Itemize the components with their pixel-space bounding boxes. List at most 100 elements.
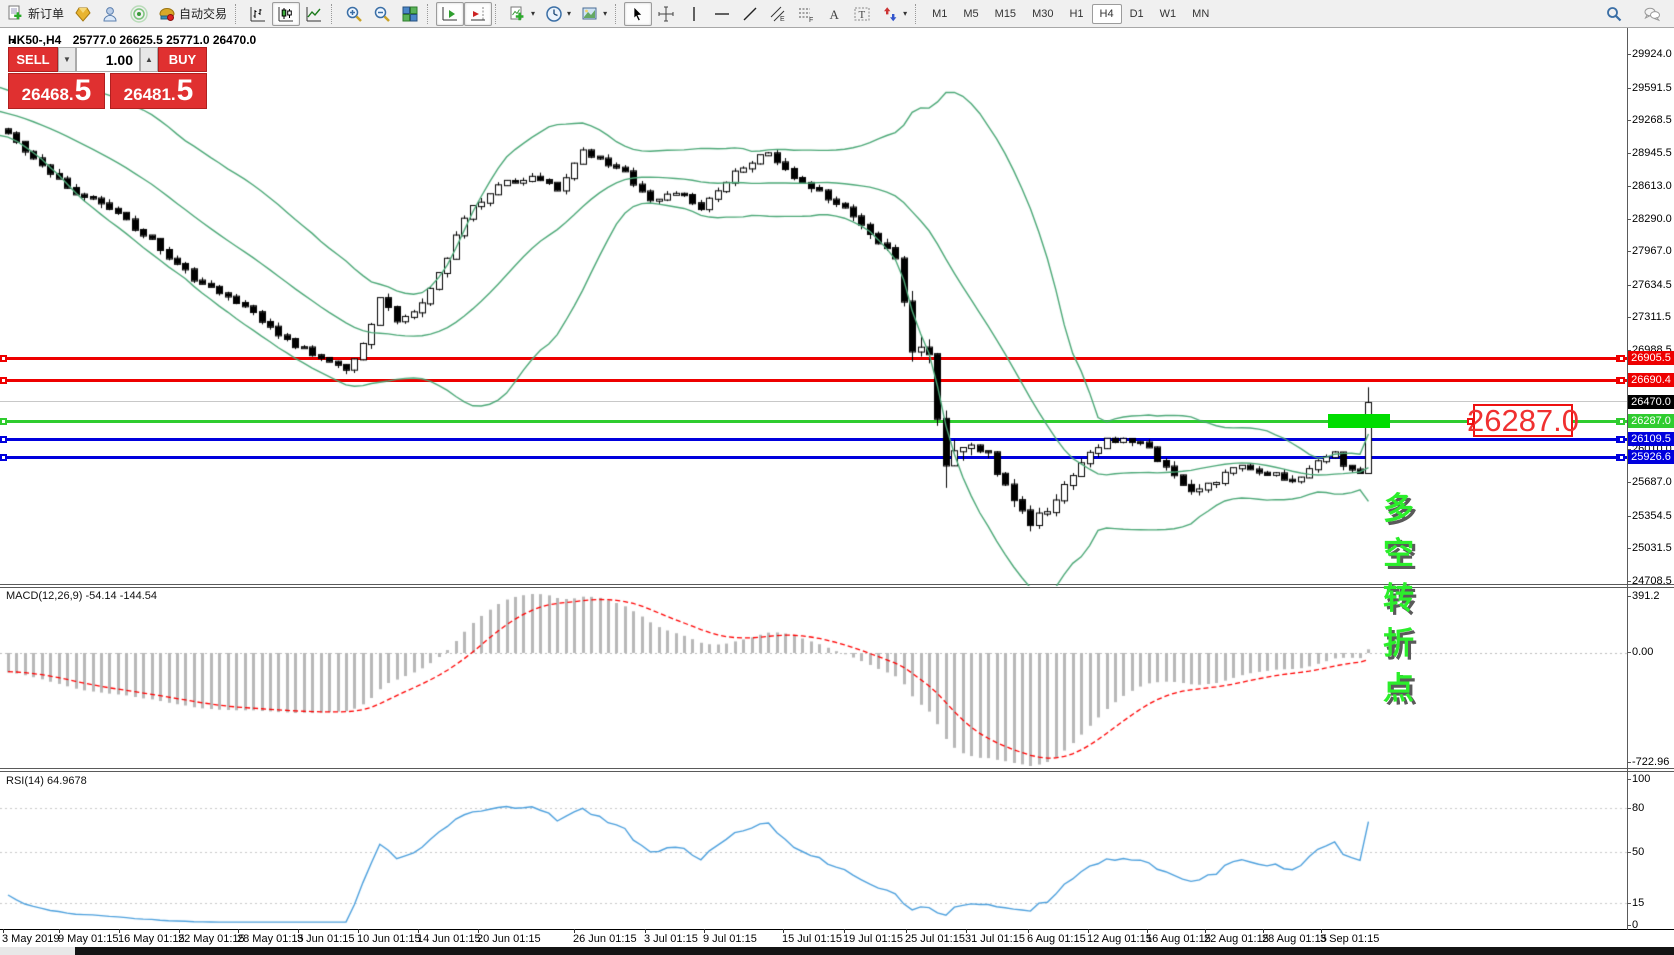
timeframe-button-d1[interactable]: D1 xyxy=(1129,7,1144,20)
timeframe-button-h4[interactable]: H4 xyxy=(1091,3,1122,24)
fibo-button[interactable]: F xyxy=(792,2,820,26)
price-axis-tick[interactable]: 25031.5 xyxy=(1632,542,1672,554)
search-button[interactable] xyxy=(1600,2,1628,26)
time-axis-label[interactable]: 9 Jul 01:15 xyxy=(703,933,757,945)
price-axis-tick[interactable]: 28613.0 xyxy=(1632,180,1672,192)
zoom-out-button[interactable] xyxy=(368,2,396,26)
indicator-axis-tick[interactable]: 0 xyxy=(1632,919,1639,931)
dropdown-caret-icon[interactable]: ▾ xyxy=(603,9,608,18)
time-axis-label[interactable]: 3 Jun 01:15 xyxy=(297,933,355,945)
indicator-axis-tick[interactable]: 391.2 xyxy=(1632,590,1660,602)
sell-button[interactable]: SELL xyxy=(8,47,58,72)
time-axis-label[interactable]: 6 Aug 01:15 xyxy=(1027,933,1086,945)
callout-anchor-handle[interactable] xyxy=(1467,418,1474,425)
indicator-axis-tick[interactable]: 15 xyxy=(1632,897,1645,909)
scroll-to-end-button[interactable] xyxy=(436,1,465,26)
dropdown-caret-icon[interactable]: ▾ xyxy=(903,9,908,18)
timeframe-button-m30[interactable]: M30 xyxy=(1032,7,1054,20)
highlight-rectangle[interactable] xyxy=(1328,414,1390,428)
dropdown-caret-icon[interactable]: ▾ xyxy=(567,9,572,18)
time-axis-label[interactable]: 10 Jun 01:15 xyxy=(357,933,421,945)
time-axis-label[interactable]: 15 Jul 01:15 xyxy=(782,933,842,945)
collapse-panel-icon[interactable]: ▲ xyxy=(10,36,18,45)
time-axis-label[interactable]: 19 Jul 01:15 xyxy=(843,933,903,945)
text-a-button[interactable]: A xyxy=(820,2,848,26)
timeframe-button-h1[interactable]: H1 xyxy=(1069,7,1084,20)
price-axis-tick[interactable]: 27311.5 xyxy=(1632,311,1671,323)
timeframe-button-m1[interactable]: M1 xyxy=(932,7,948,20)
price-axis-tick[interactable]: 27634.5 xyxy=(1632,279,1672,291)
timeframe-button-m15[interactable]: M15 xyxy=(994,7,1017,20)
buy-button[interactable]: BUY xyxy=(158,47,207,72)
price-callout-label[interactable]: 26287.0 xyxy=(1466,402,1580,438)
gem-button[interactable] xyxy=(69,2,97,26)
volume-decrease-button[interactable]: ▼ xyxy=(58,47,76,72)
timeframe-button-m5[interactable]: M5 xyxy=(963,7,979,20)
dropdown-caret-icon[interactable]: ▾ xyxy=(531,9,536,18)
text-label-button[interactable]: T xyxy=(848,2,876,26)
time-axis-label[interactable]: 12 Aug 01:15 xyxy=(1087,933,1152,945)
time-axis-label[interactable]: 3 May 2019 xyxy=(2,933,60,945)
new-order-button[interactable]: 新订单 xyxy=(2,2,69,26)
autotrade-button[interactable]: 自动交易 xyxy=(153,2,232,26)
periods-clock-button[interactable]: ▾ xyxy=(540,2,576,26)
indicator-axis-tick[interactable]: 50 xyxy=(1632,846,1645,858)
volume-field[interactable]: 1.00 xyxy=(76,47,140,72)
volume-increase-button[interactable]: ▲ xyxy=(140,47,158,72)
zoom-in-button[interactable] xyxy=(340,2,368,26)
time-axis-label[interactable]: 28 Aug 01:15 xyxy=(1262,933,1327,945)
indicator-axis-tick[interactable]: 80 xyxy=(1632,802,1645,814)
add-indicator-icon xyxy=(509,5,527,23)
price-axis-tick[interactable]: 25687.0 xyxy=(1632,476,1672,488)
add-indicator-button[interactable]: ▾ xyxy=(504,2,540,26)
chart-bars-button[interactable] xyxy=(244,2,272,26)
vline-button[interactable] xyxy=(680,2,708,26)
turning-point-annotation[interactable]: 多空转折点 xyxy=(1383,491,1416,706)
price-axis-tick[interactable]: 29924.0 xyxy=(1632,48,1672,60)
cursor-button[interactable] xyxy=(624,1,653,26)
time-axis-label[interactable]: 3 Jul 01:15 xyxy=(644,933,698,945)
chart-line-button[interactable] xyxy=(300,2,328,26)
chat-button[interactable] xyxy=(1638,2,1666,26)
time-axis-label[interactable]: 14 Jun 01:15 xyxy=(417,933,481,945)
price-axis-tick[interactable]: 27967.0 xyxy=(1632,245,1672,257)
channel-button[interactable]: E xyxy=(764,2,792,26)
broadcast-button[interactable] xyxy=(125,2,153,26)
indicator-axis-tick[interactable]: 100 xyxy=(1632,773,1651,785)
indicator-axis-tick[interactable]: 0.00 xyxy=(1632,646,1654,658)
templates-button[interactable]: ▾ xyxy=(576,2,612,26)
chart-window: 26287.0 多空转折点 29924.0 29591.5 29268.5 28945… xyxy=(0,28,1674,947)
bid-price-display[interactable]: 26468. 5 xyxy=(8,73,105,109)
time-axis-label[interactable]: 22 Aug 01:15 xyxy=(1204,933,1269,945)
time-axis-label[interactable]: 16 May 01:15 xyxy=(118,933,185,945)
tile-windows-button[interactable] xyxy=(396,2,424,26)
price-axis-tick[interactable]: 29591.5 xyxy=(1632,82,1672,94)
time-axis-label[interactable]: 22 May 01:15 xyxy=(178,933,245,945)
time-axis-label[interactable]: 28 May 01:15 xyxy=(237,933,304,945)
hline-button[interactable] xyxy=(708,2,736,26)
price-chart-canvas[interactable] xyxy=(0,28,1674,947)
time-axis-label[interactable]: 31 Jul 01:15 xyxy=(965,933,1025,945)
indicator-axis-tick[interactable]: -722.96 xyxy=(1632,756,1670,768)
trendline-button[interactable] xyxy=(736,2,764,26)
chart-candles-button[interactable] xyxy=(272,1,301,26)
arrows-button[interactable]: ▾ xyxy=(876,2,912,26)
time-axis-label[interactable]: 26 Jun 01:15 xyxy=(573,933,637,945)
time-axis-label[interactable]: 25 Jul 01:15 xyxy=(905,933,965,945)
ask-price-display[interactable]: 26481. 5 xyxy=(110,73,207,109)
timeframe-button-w1[interactable]: W1 xyxy=(1159,7,1177,20)
price-axis-tick[interactable]: 25354.5 xyxy=(1632,510,1672,522)
signals-person-button[interactable] xyxy=(97,2,125,26)
time-axis-label[interactable]: 16 Aug 01:15 xyxy=(1146,933,1211,945)
price-axis-tick[interactable]: 28945.5 xyxy=(1632,147,1672,159)
price-axis-tick[interactable]: 28290.0 xyxy=(1632,213,1672,225)
time-axis-tick-mark xyxy=(1205,929,1206,933)
crosshair-button[interactable] xyxy=(652,2,680,26)
time-axis-label[interactable]: 9 May 01:15 xyxy=(58,933,119,945)
time-axis-label[interactable]: 20 Jun 01:15 xyxy=(477,933,541,945)
time-axis-label[interactable]: 3 Sep 01:15 xyxy=(1320,933,1380,945)
chart-shift-button[interactable] xyxy=(464,1,493,26)
price-axis-tick[interactable]: 24708.5 xyxy=(1632,575,1672,587)
timeframe-button-mn[interactable]: MN xyxy=(1192,7,1210,20)
price-axis-tick[interactable]: 29268.5 xyxy=(1632,114,1672,126)
